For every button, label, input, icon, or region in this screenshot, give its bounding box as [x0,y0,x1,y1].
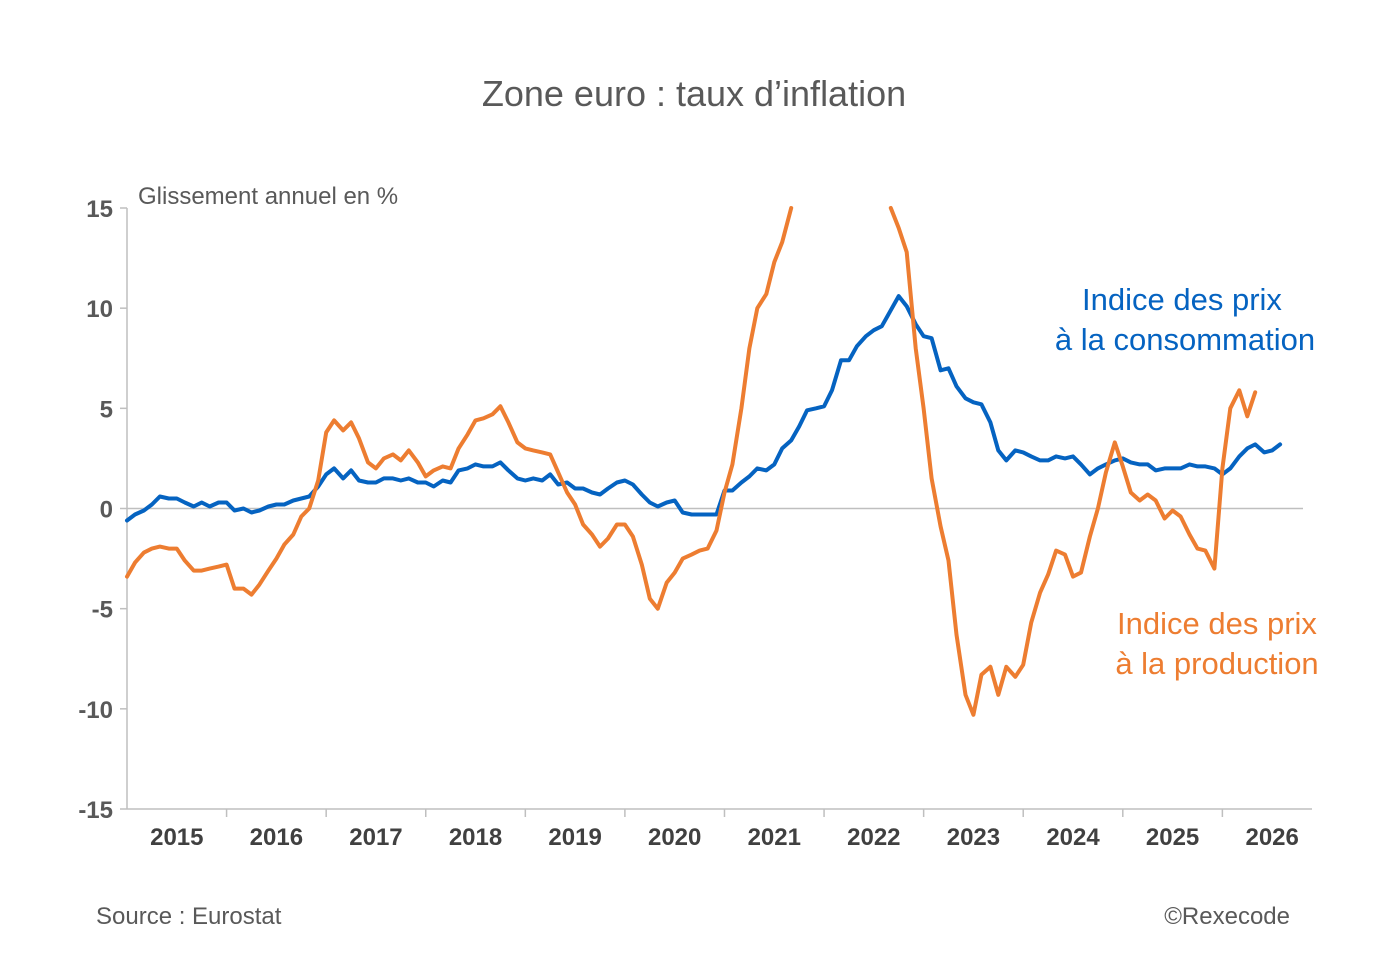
x-tick-label: 2022 [847,824,900,851]
y-tick-label: 5 [100,396,113,423]
y-tick-label: 15 [86,196,113,223]
y-tick-label: -10 [78,697,113,724]
source-note: Source : Eurostat [96,903,282,930]
x-tick-label: 2024 [1046,824,1100,851]
x-tick-label: 2023 [947,824,1000,851]
ppi-line-after-gap [888,206,1258,717]
series-label-ppi-line2: à la production [1115,646,1318,681]
y-tick-label: -15 [78,797,113,824]
y-tick-label: 0 [100,497,113,524]
x-axis-ticks: 2015 2016 2017 2018 2019 2020 2021 2022 2023 2024… [150,809,1299,851]
x-tick-label: 2026 [1245,824,1298,851]
chart-title: Zone euro : taux d’inflation [482,73,906,114]
cpi-line [125,294,1283,523]
x-tick-label: 2016 [250,824,303,851]
y-tick-label: 10 [86,296,113,323]
y-axis-ticks: 15 10 5 0 -5 -10 -15 [78,196,127,824]
y-tick-label: -5 [92,597,113,624]
series-label-ppi-line1: Indice des prix [1117,606,1317,641]
y-axis-label: Glissement annuel en % [138,183,398,210]
copyright-note: ©Rexecode [1164,903,1290,930]
x-tick-label: 2021 [748,824,801,851]
x-tick-label: 2019 [548,824,601,851]
x-tick-label: 2020 [648,824,701,851]
series-label-cpi-line1: Indice des prix [1082,282,1282,317]
series-lines [125,206,1283,717]
x-tick-label: 2018 [449,824,502,851]
series-label-cpi-line2: à la consommation [1055,322,1315,357]
x-tick-label: 2015 [150,824,203,851]
x-tick-label: 2017 [349,824,402,851]
ppi-line [125,206,794,611]
x-tick-label: 2025 [1146,824,1199,851]
